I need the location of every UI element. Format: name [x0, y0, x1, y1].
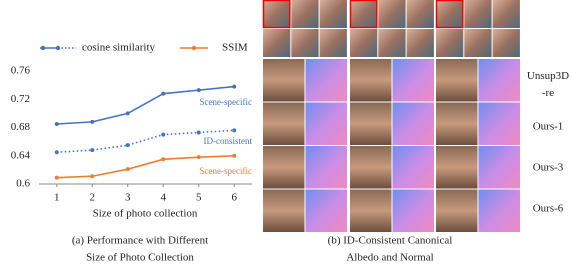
face-photo [378, 0, 405, 28]
face-photo [407, 29, 434, 57]
albedo-image [350, 190, 392, 233]
legend-marker [192, 46, 196, 50]
face-photo [464, 29, 491, 57]
point [197, 88, 201, 92]
albedo-image [350, 146, 392, 189]
x-tick-label: 5 [196, 192, 202, 204]
caption: Size of Photo Collection [86, 252, 194, 264]
normal-image [393, 146, 435, 189]
y-tick-label: 0.68 [11, 121, 31, 133]
page: 0.6 0.64 0.68 0.72 0.76 1 2 3 4 5 6 Size of photo c… [0, 0, 572, 271]
x-tick-label: 6 [232, 192, 238, 204]
point [55, 150, 59, 154]
y-tick-label: 0.64 [11, 149, 31, 161]
normal-image [306, 146, 348, 189]
x-tick-label: 4 [161, 192, 167, 204]
face-photo [350, 0, 377, 28]
series-annotation: Scene-specific [200, 166, 252, 176]
image-grid [263, 0, 520, 232]
face-photo [263, 29, 290, 57]
albedo-image [436, 59, 478, 102]
normal-image [393, 103, 435, 146]
x-axis-label: Size of photo collection [93, 208, 198, 220]
normal-image [479, 103, 521, 146]
face-photo [464, 0, 491, 28]
point [232, 85, 236, 89]
point [55, 176, 59, 180]
legend-marker [56, 46, 60, 50]
point [126, 143, 130, 147]
face-photo [320, 0, 347, 28]
normal-image [479, 146, 521, 189]
point [197, 155, 201, 159]
face-photo [378, 29, 405, 57]
figure: 0.6 0.64 0.68 0.72 0.76 1 2 3 4 5 6 Size of photo c… [0, 0, 572, 271]
albedo-image [436, 190, 478, 233]
row-label: Ours-6 [533, 203, 564, 215]
caption: Albedo and Normal [346, 252, 433, 264]
face-photo [320, 29, 347, 57]
albedo-image [436, 146, 478, 189]
albedo-image [350, 103, 392, 146]
face-photo [263, 0, 290, 28]
albedo-image [263, 59, 305, 102]
row-label: -re [542, 87, 554, 99]
albedo-image [350, 59, 392, 102]
face-photo [407, 0, 434, 28]
normal-image [306, 103, 348, 146]
face-photo [436, 0, 463, 28]
albedo-image [263, 146, 305, 189]
albedo-image [263, 103, 305, 146]
x-tick-label: 3 [125, 192, 131, 204]
caption: (a) Performance with Different [72, 235, 208, 247]
legend-label: SSIM [222, 42, 248, 54]
albedo-image [263, 190, 305, 233]
point [90, 174, 94, 178]
y-tick-label: 0.6 [16, 178, 30, 190]
row-label: Ours-3 [533, 162, 564, 174]
row-label: Ours-1 [533, 121, 564, 133]
x-tick-label: 1 [54, 192, 60, 204]
albedo-image [436, 103, 478, 146]
point [232, 154, 236, 158]
normal-image [393, 190, 435, 233]
legend-marker [41, 46, 45, 50]
point [161, 157, 165, 161]
row-label: Unsup3D [527, 70, 569, 82]
face-photo [350, 29, 377, 57]
normal-image [479, 190, 521, 233]
point [232, 128, 236, 132]
series-annotation: ID-consistent [204, 136, 253, 146]
legend-label: cosine similarity [82, 42, 156, 54]
normal-image [479, 59, 521, 102]
face-photo [291, 29, 318, 57]
normal-image [306, 59, 348, 102]
normal-image [306, 190, 348, 233]
point [161, 92, 165, 96]
face-photo [291, 0, 318, 28]
point [55, 122, 59, 126]
series-annotation: Scene-specific [200, 97, 252, 107]
x-tick-label: 2 [90, 192, 96, 204]
point [197, 130, 201, 134]
normal-image [393, 59, 435, 102]
face-photo [436, 29, 463, 57]
y-tick-label: 0.76 [11, 65, 31, 77]
point [90, 148, 94, 152]
point [90, 120, 94, 124]
face-photo [493, 0, 520, 28]
caption: (b) ID-Consistent Canonical [328, 235, 453, 247]
point [126, 167, 130, 171]
y-tick-label: 0.72 [11, 93, 30, 105]
point [161, 133, 165, 137]
face-photo [493, 29, 520, 57]
point [126, 111, 130, 115]
